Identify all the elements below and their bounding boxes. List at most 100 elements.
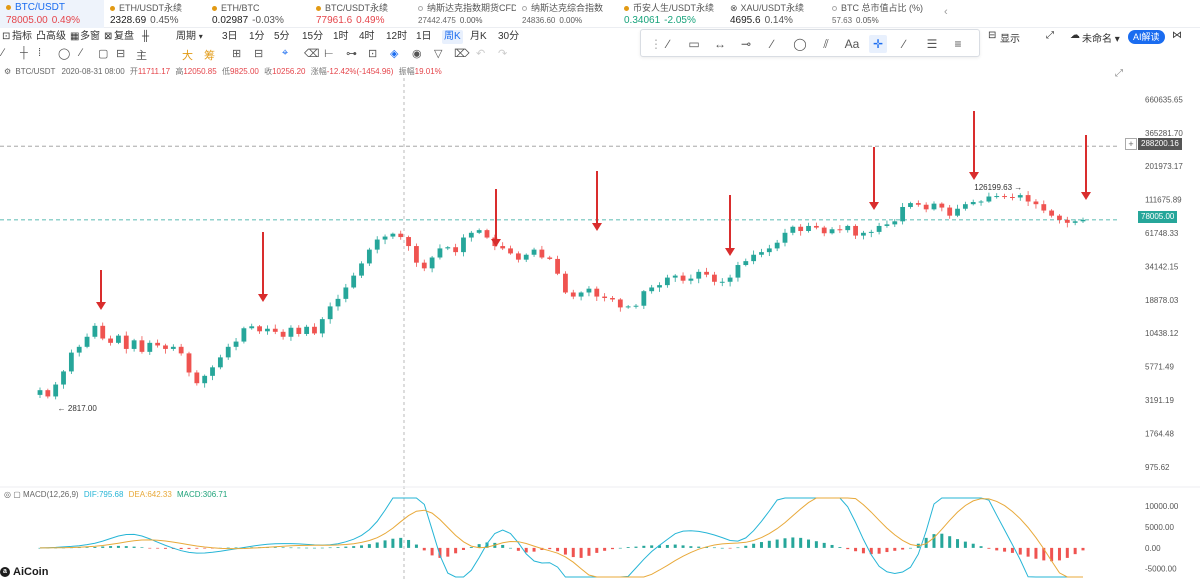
- ticker-tab[interactable]: 纳斯达克指数期货CFD 27442.475 0.00%: [412, 0, 516, 28]
- macd-histogram-bar: [595, 547, 599, 553]
- text-tool-icon[interactable]: Aa: [844, 37, 860, 51]
- ticker-tab[interactable]: ⊗ XAU/USDT永续 4695.6 0.14%: [724, 0, 826, 28]
- fullscreen-toggle-icon[interactable]: ⤢: [1046, 30, 1054, 41]
- expand-chart-icon[interactable]: ⤢: [1115, 68, 1123, 79]
- parallel-tool-icon[interactable]: ≡: [954, 37, 962, 51]
- eye-icon[interactable]: ◉: [412, 48, 422, 60]
- candle-icon[interactable]: ╫: [142, 31, 150, 42]
- ticker-tab[interactable]: BTC 总市值占比 (%) 57.63 0.05%: [826, 0, 936, 28]
- macd-histogram-bar: [948, 536, 952, 548]
- ticker-more-icon[interactable]: ‹: [944, 6, 948, 18]
- ticker-tab[interactable]: BTC/USDT 78005.00 0.49%: [0, 0, 104, 28]
- trendline-tool-icon[interactable]: ∕: [666, 37, 669, 51]
- chain-icon[interactable]: ⊶: [346, 48, 357, 60]
- macd-histogram-bar: [979, 546, 983, 548]
- circle-tool-icon[interactable]: ◯: [58, 48, 71, 60]
- timeframe-3[interactable]: 15分: [302, 31, 324, 42]
- drag-handle-icon[interactable]: ⋮: [650, 37, 662, 51]
- settings-icon[interactable]: ⚙: [4, 67, 12, 76]
- dif-value: 795.68: [98, 490, 124, 499]
- toolbar-left-icon[interactable]: ⊡: [2, 31, 11, 42]
- macd-histogram-bar: [1003, 547, 1007, 552]
- eraser-icon[interactable]: ⌫: [304, 48, 320, 60]
- candle-body: [915, 203, 921, 205]
- measure-tool-icon[interactable]: ↔: [714, 37, 726, 51]
- filter-icon[interactable]: ▽: [434, 48, 443, 60]
- multi-window-button[interactable]: 多窗: [80, 31, 100, 42]
- magnet-icon[interactable]: ◈: [390, 48, 399, 60]
- chan-chip-label[interactable]: 筹: [204, 50, 215, 62]
- ai-interpret-button[interactable]: AI解读: [1128, 30, 1165, 44]
- rectangle-tool-icon[interactable]: ▭: [688, 37, 700, 51]
- display-button[interactable]: 显示: [1000, 34, 1020, 45]
- red-arrow-head: [869, 202, 879, 210]
- candle-body: [712, 274, 717, 282]
- indicators-button[interactable]: 指标: [12, 31, 32, 42]
- line-tool-icon[interactable]: ∕: [2, 47, 4, 59]
- ticker-tab[interactable]: 币安人生/USDT永续 0.34061 -2.05%: [618, 0, 724, 28]
- fib-tool-icon[interactable]: ☰: [926, 37, 938, 51]
- bars-tool-icon[interactable]: ⊟: [116, 48, 126, 60]
- candlestick-chart[interactable]: ← 2817.00 126199.63 → 660635.65 365281.70 20…: [0, 60, 1200, 580]
- macd-histogram-bar: [689, 546, 693, 548]
- chan-main-label[interactable]: 主: [136, 50, 147, 62]
- ticker-values: 0.34061 -2.05%: [624, 14, 724, 27]
- ticker-tab[interactable]: BTC/USDT永续 77961.6 0.49%: [310, 0, 412, 28]
- dotted-tool-icon[interactable]: ⁞: [38, 47, 42, 59]
- candle-body: [508, 248, 513, 254]
- macd-histogram-bar: [861, 547, 865, 554]
- timeframe-7[interactable]: 1日: [416, 31, 432, 42]
- redo-icon[interactable]: ↷: [498, 48, 508, 60]
- timeframe-2[interactable]: 5分: [274, 31, 290, 42]
- brush-tool-icon[interactable]: ∕: [902, 37, 905, 51]
- layout-icon[interactable]: ⊟: [254, 48, 264, 60]
- change-value: -12.42%(-1454.96): [326, 67, 394, 76]
- timeframe-1[interactable]: 1分: [249, 31, 265, 42]
- horizontal-line-tool-icon[interactable]: ⊸: [740, 37, 752, 51]
- layout-name-dropdown[interactable]: 未命名 ▾: [1082, 34, 1120, 45]
- trash-icon[interactable]: ⌦: [454, 48, 470, 60]
- crosshair-tool-icon[interactable]: ✛: [869, 35, 887, 53]
- advanced-button[interactable]: 高级: [46, 31, 66, 42]
- grid-icon[interactable]: ⊞: [232, 48, 242, 60]
- candle-body: [688, 278, 694, 281]
- undo-icon[interactable]: ↶: [476, 48, 486, 60]
- macd-histogram-bar: [461, 547, 465, 550]
- macd-chat-icon[interactable]: ▢: [13, 490, 21, 499]
- timeframe-0[interactable]: 3日: [222, 31, 238, 42]
- channel-tool-icon[interactable]: ⫽: [823, 37, 829, 51]
- timeframe-8[interactable]: 周K: [442, 30, 463, 44]
- lock-icon[interactable]: ⊡: [368, 48, 378, 60]
- candle-body: [704, 271, 709, 275]
- timeframe-5[interactable]: 4时: [359, 31, 375, 42]
- timeframe-10[interactable]: 30分: [498, 31, 520, 42]
- high-annotation: 126199.63 →: [974, 183, 1022, 192]
- cursor-icon[interactable]: ⌖: [282, 47, 289, 59]
- macd-histogram-bar: [885, 547, 889, 553]
- share-icon[interactable]: ⋈: [1172, 30, 1182, 41]
- replay-button[interactable]: 复盘: [114, 31, 134, 42]
- pen-tool-icon[interactable]: ∕: [80, 47, 82, 59]
- ticker-tab[interactable]: ETH/USDT永续 2328.69 0.45%: [104, 0, 206, 28]
- macd-histogram-bar: [352, 546, 356, 548]
- ticker-tab[interactable]: ETH/BTC 0.02987 -0.03%: [206, 0, 310, 28]
- cross-tool-icon[interactable]: ┼: [20, 47, 28, 59]
- chan-big-label[interactable]: 大: [182, 50, 193, 62]
- candle-body: [861, 232, 866, 236]
- period-dropdown[interactable]: 周期 ▾: [176, 31, 203, 42]
- ticker-tab[interactable]: 纳斯达克综合指数 24836.60 0.00%: [516, 0, 618, 28]
- add-alert-icon[interactable]: +: [1125, 138, 1137, 150]
- eye-icon[interactable]: ◎: [4, 490, 11, 499]
- ellipse-tool-icon[interactable]: ◯: [793, 37, 807, 51]
- ray-tool-icon[interactable]: ∕: [770, 37, 773, 51]
- timeframe-9[interactable]: 月K: [470, 31, 487, 42]
- chevron-down-icon: ▾: [198, 32, 203, 41]
- ruler-tool-icon[interactable]: ▢: [98, 48, 109, 60]
- timeframe-4[interactable]: 1时: [333, 31, 349, 42]
- crosshair-price-tag: 288200.16: [1138, 138, 1182, 150]
- ruler-icon[interactable]: ⊢: [324, 48, 334, 60]
- macd-histogram-bar: [618, 547, 622, 549]
- timeframe-6[interactable]: 12时: [386, 31, 408, 42]
- macd-histogram-bar: [658, 545, 662, 548]
- macd-histogram-bar: [854, 547, 858, 552]
